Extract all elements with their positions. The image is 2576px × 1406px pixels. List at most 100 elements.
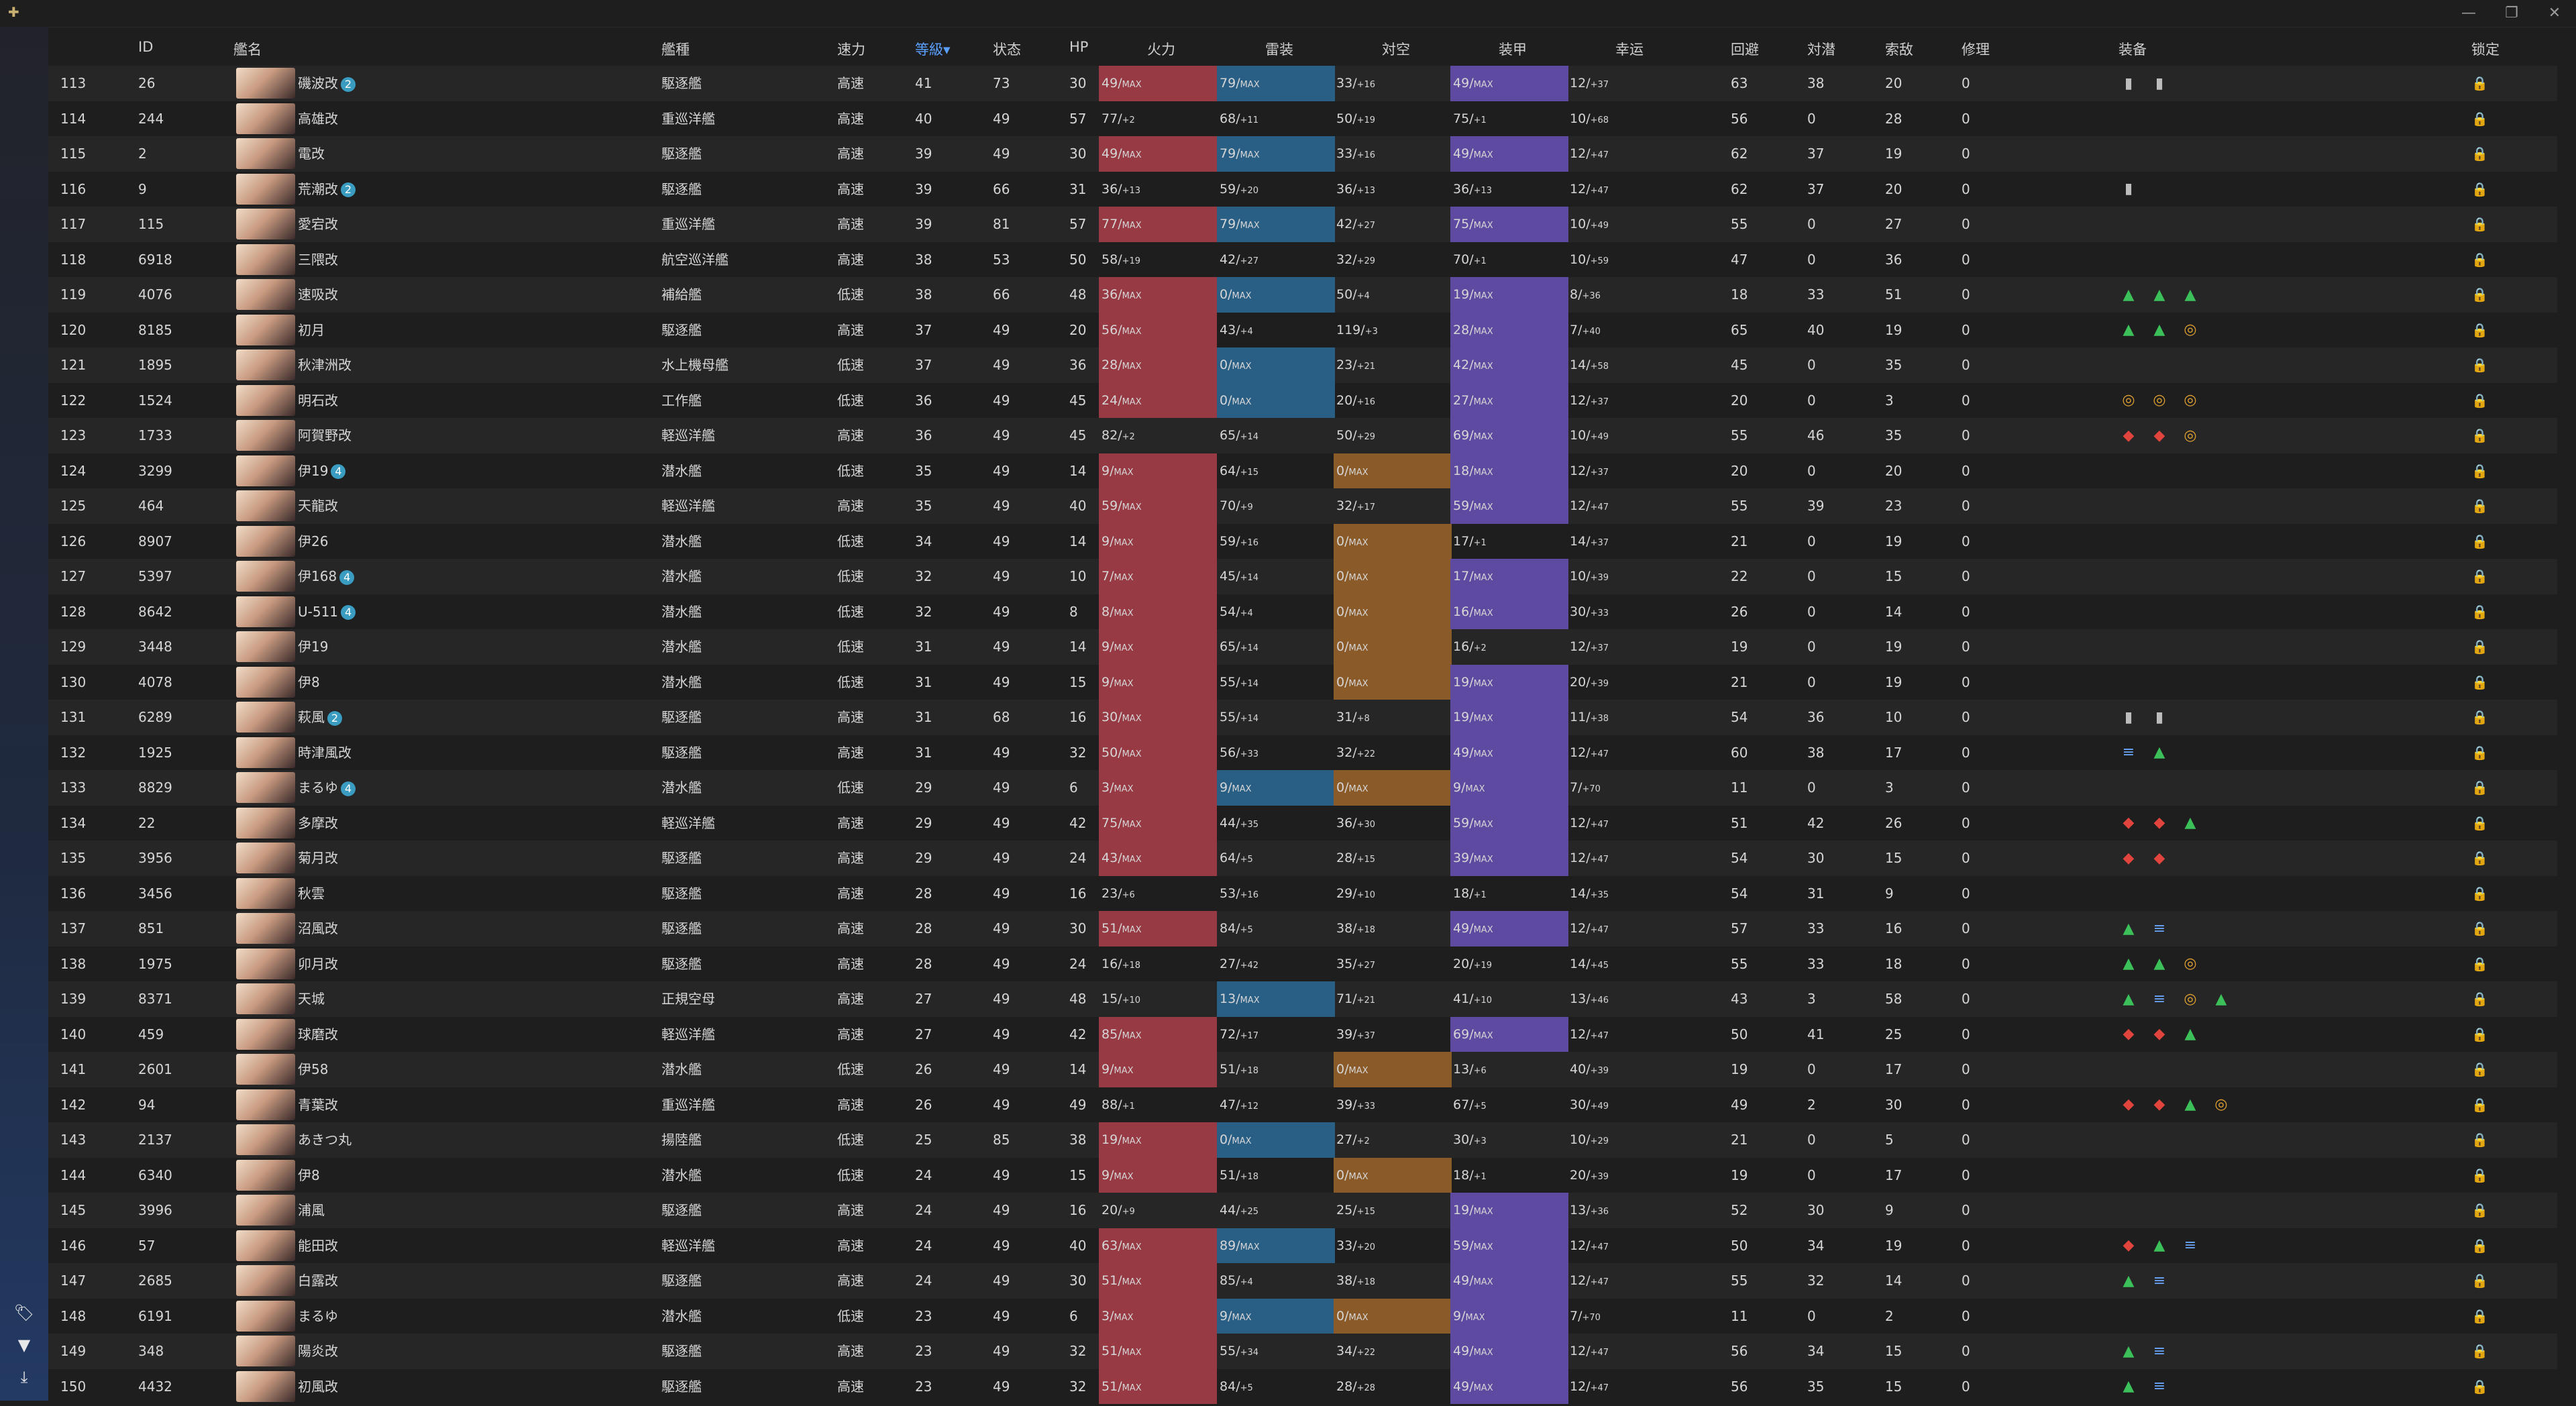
table-row[interactable]: 142 94 青葉改 重巡洋艦 高速 26 49 49 88/+1 47/+12 39/+33 67/… (48, 1087, 2557, 1123)
tag-icon[interactable]: 🏷 (13, 1303, 35, 1322)
equipment-green-icon[interactable]: ▲ (2153, 744, 2165, 761)
table-row[interactable]: 122 1524 明石改 工作艦 低速 36 49 45 24/MAX 0/MAX 20/+16 27… (48, 382, 2557, 418)
equipment-green-icon[interactable]: ▲ (2215, 990, 2227, 1008)
table-row[interactable]: 137 851 沼風改 駆逐艦 高速 28 49 30 51/MAX 84/+5 38/+18 49/… (48, 911, 2557, 947)
table-row[interactable]: 114 244 高雄改 重巡洋艦 高速 40 49 57 77/+2 68/+11 50/+19 75… (48, 101, 2557, 137)
table-row[interactable]: 127 5397 伊168 4 潜水艦 低速 32 49 10 7/MAX 45/+14 0/MAX 1… (48, 559, 2557, 594)
col-name[interactable]: 艦名 (233, 42, 262, 58)
lock-icon[interactable]: 🔒 (2471, 779, 2488, 796)
table-row[interactable]: 120 8185 初月 駆逐艦 高速 37 49 20 56/MAX 43/+4 119/+3 28/… (48, 312, 2557, 347)
equipment-blue-icon[interactable]: ≡ (2153, 1272, 2166, 1289)
col-los[interactable]: 索敌 (1885, 42, 1913, 58)
restore-icon[interactable]: ❐ (2505, 5, 2518, 21)
equipment-gray-icon[interactable]: ▮ (2124, 708, 2133, 726)
col-evasion[interactable]: 回避 (1731, 42, 1759, 58)
equipment-blue-icon[interactable]: ≡ (2153, 990, 2166, 1008)
table-row[interactable]: 141 2601 伊58 潜水艦 低速 26 49 14 9/MAX 51/+18 0/MAX 13/… (48, 1052, 2557, 1087)
lock-icon[interactable]: 🔒 (2471, 814, 2488, 831)
equipment-red-icon[interactable]: ◆ (2123, 1026, 2135, 1043)
col-speed[interactable]: 速力 (837, 42, 865, 58)
equipment-orange-icon[interactable]: ◎ (2184, 392, 2197, 409)
equipment-gray-icon[interactable]: ▮ (2124, 180, 2133, 198)
equipment-blue-icon[interactable]: ≡ (2184, 1237, 2197, 1254)
equipment-blue-icon[interactable]: ≡ (2122, 744, 2135, 761)
equipment-red-icon[interactable]: ◆ (2153, 1026, 2165, 1043)
filter-icon[interactable]: ▼ (17, 1336, 31, 1354)
lock-icon[interactable]: 🔒 (2471, 216, 2488, 232)
equipment-green-icon[interactable]: ▲ (2123, 955, 2135, 973)
equipment-green-icon[interactable]: ▲ (2123, 1378, 2135, 1395)
lock-icon[interactable]: 🔒 (2471, 1096, 2488, 1113)
table-row[interactable]: 149 348 陽炎改 駆逐艦 高速 23 49 32 51/MAX 55/+34 34/+22 49… (48, 1334, 2557, 1369)
lock-icon[interactable]: 🔒 (2471, 357, 2488, 373)
table-row[interactable]: 130 4078 伊8 潜水艦 低速 31 49 15 9/MAX 55/+14 0/MAX 19/M… (48, 664, 2557, 700)
lock-icon[interactable]: 🔒 (2471, 180, 2488, 197)
col-repair[interactable]: 修理 (1962, 42, 1990, 58)
lock-icon[interactable]: 🔒 (2471, 709, 2488, 725)
lock-icon[interactable]: 🔒 (2471, 850, 2488, 866)
col-type[interactable]: 艦種 (661, 42, 690, 58)
table-row[interactable]: 135 3956 菊月改 駆逐艦 高速 29 49 24 43/MAX 64/+5 28/+15 39… (48, 841, 2557, 876)
col-condition[interactable]: 状态 (993, 42, 1021, 58)
equipment-blue-icon[interactable]: ≡ (2153, 1342, 2166, 1360)
table-row[interactable]: 125 464 天龍改 軽巡洋艦 高速 35 49 40 59/MAX 70/+9 32/+17 59… (48, 488, 2557, 524)
col-aa[interactable]: 対空 (1382, 42, 1410, 58)
lock-icon[interactable]: 🔒 (2471, 639, 2488, 655)
equipment-orange-icon[interactable]: ◎ (2214, 1096, 2228, 1114)
equipment-green-icon[interactable]: ▲ (2123, 286, 2135, 303)
lock-icon[interactable]: 🔒 (2471, 991, 2488, 1007)
equipment-red-icon[interactable]: ◆ (2153, 427, 2165, 444)
col-luck[interactable]: 幸运 (1615, 42, 1644, 58)
equipment-green-icon[interactable]: ▲ (2153, 1237, 2165, 1254)
lock-icon[interactable]: 🔒 (2471, 75, 2488, 91)
lock-icon[interactable]: 🔒 (2471, 673, 2488, 690)
lock-icon[interactable]: 🔒 (2471, 1237, 2488, 1254)
lock-icon[interactable]: 🔒 (2471, 1132, 2488, 1148)
lock-icon[interactable]: 🔒 (2471, 392, 2488, 409)
lock-icon[interactable]: 🔒 (2471, 885, 2488, 902)
lock-icon[interactable]: 🔒 (2471, 146, 2488, 162)
equipment-orange-icon[interactable]: ◎ (2122, 392, 2135, 409)
lock-icon[interactable]: 🔒 (2471, 1307, 2488, 1324)
lock-icon[interactable]: 🔒 (2471, 110, 2488, 127)
equipment-blue-icon[interactable]: ≡ (2153, 1378, 2166, 1395)
lock-icon[interactable]: 🔒 (2471, 1273, 2488, 1289)
equipment-green-icon[interactable]: ▲ (2123, 920, 2135, 937)
equipment-orange-icon[interactable]: ◎ (2184, 321, 2197, 339)
col-torpedo[interactable]: 雷装 (1265, 42, 1293, 58)
equipment-green-icon[interactable]: ▲ (2123, 990, 2135, 1008)
equipment-red-icon[interactable]: ◆ (2153, 1096, 2165, 1114)
table-row[interactable]: 143 2137 あきつ丸 揚陸艦 低速 25 85 38 19/MAX 0/MAX 27/+2 30… (48, 1122, 2557, 1158)
table-row[interactable]: 148 6191 まるゆ 潜水艦 低速 23 49 6 3/MAX 9/MAX 0/MAX 9/MAX… (48, 1298, 2557, 1334)
lock-icon[interactable]: 🔒 (2471, 1167, 2488, 1183)
equipment-red-icon[interactable]: ◆ (2123, 1096, 2135, 1114)
lock-icon[interactable]: 🔒 (2471, 1061, 2488, 1077)
equipment-green-icon[interactable]: ▲ (2153, 955, 2165, 973)
table-row[interactable]: 134 22 多摩改 軽巡洋艦 高速 29 49 42 75/MAX 44/+35 36/+30 59… (48, 805, 2557, 841)
table-row[interactable]: 146 57 能田改 軽巡洋艦 高速 24 49 40 63/MAX 89/MAX 33/+20 59… (48, 1228, 2557, 1263)
lock-icon[interactable]: 🔒 (2471, 1378, 2488, 1395)
col-firepower[interactable]: 火力 (1147, 42, 1175, 58)
lock-icon[interactable]: 🔒 (2471, 1343, 2488, 1359)
table-row[interactable]: 144 6340 伊8 潜水艦 低速 24 49 15 9/MAX 51/+18 0/MAX 18/+… (48, 1157, 2557, 1193)
table-row[interactable]: 116 9 荒潮改 2 駆逐艦 高速 39 66 31 36/+13 59/+20 36/+13 36/… (48, 172, 2557, 207)
col-id[interactable]: ID (138, 39, 154, 55)
table-row[interactable]: 121 1895 秋津洲改 水上機母艦 低速 37 49 36 28/MAX 0/MAX 23/+2… (48, 347, 2557, 383)
table-row[interactable]: 118 6918 三隈改 航空巡洋艦 高速 38 53 50 58/+19 42/+27 32/+2… (48, 242, 2557, 278)
equipment-red-icon[interactable]: ◆ (2153, 849, 2165, 867)
equipment-red-icon[interactable]: ◆ (2123, 427, 2135, 444)
table-row[interactable]: 150 4432 初風改 駆逐艦 高速 23 49 32 51/MAX 84/+5 28/+28 49… (48, 1368, 2557, 1404)
col-asw[interactable]: 対潜 (1807, 42, 1835, 58)
equipment-gray-icon[interactable]: ▮ (2124, 74, 2133, 92)
equipment-red-icon[interactable]: ◆ (2123, 814, 2135, 832)
lock-icon[interactable]: 🔒 (2471, 251, 2488, 268)
lock-icon[interactable]: 🔒 (2471, 462, 2488, 479)
lock-icon[interactable]: 🔒 (2471, 955, 2488, 972)
table-row[interactable]: 113 26 磯波改 2 駆逐艦 高速 41 73 30 49/MAX 79/MAX 33/+16 49… (48, 66, 2557, 101)
equipment-red-icon[interactable]: ◆ (2123, 1237, 2135, 1254)
lock-icon[interactable]: 🔒 (2471, 1026, 2488, 1042)
table-row[interactable]: 140 459 球磨改 軽巡洋艦 高速 27 49 42 85/MAX 72/+17 39/+37 6… (48, 1016, 2557, 1052)
equipment-blue-icon[interactable]: ≡ (2153, 920, 2166, 937)
table-row[interactable]: 145 3996 浦風 駆逐艦 高速 24 49 16 20/+9 44/+25 25/+15 19/… (48, 1193, 2557, 1228)
lock-icon[interactable]: 🔒 (2471, 321, 2488, 338)
